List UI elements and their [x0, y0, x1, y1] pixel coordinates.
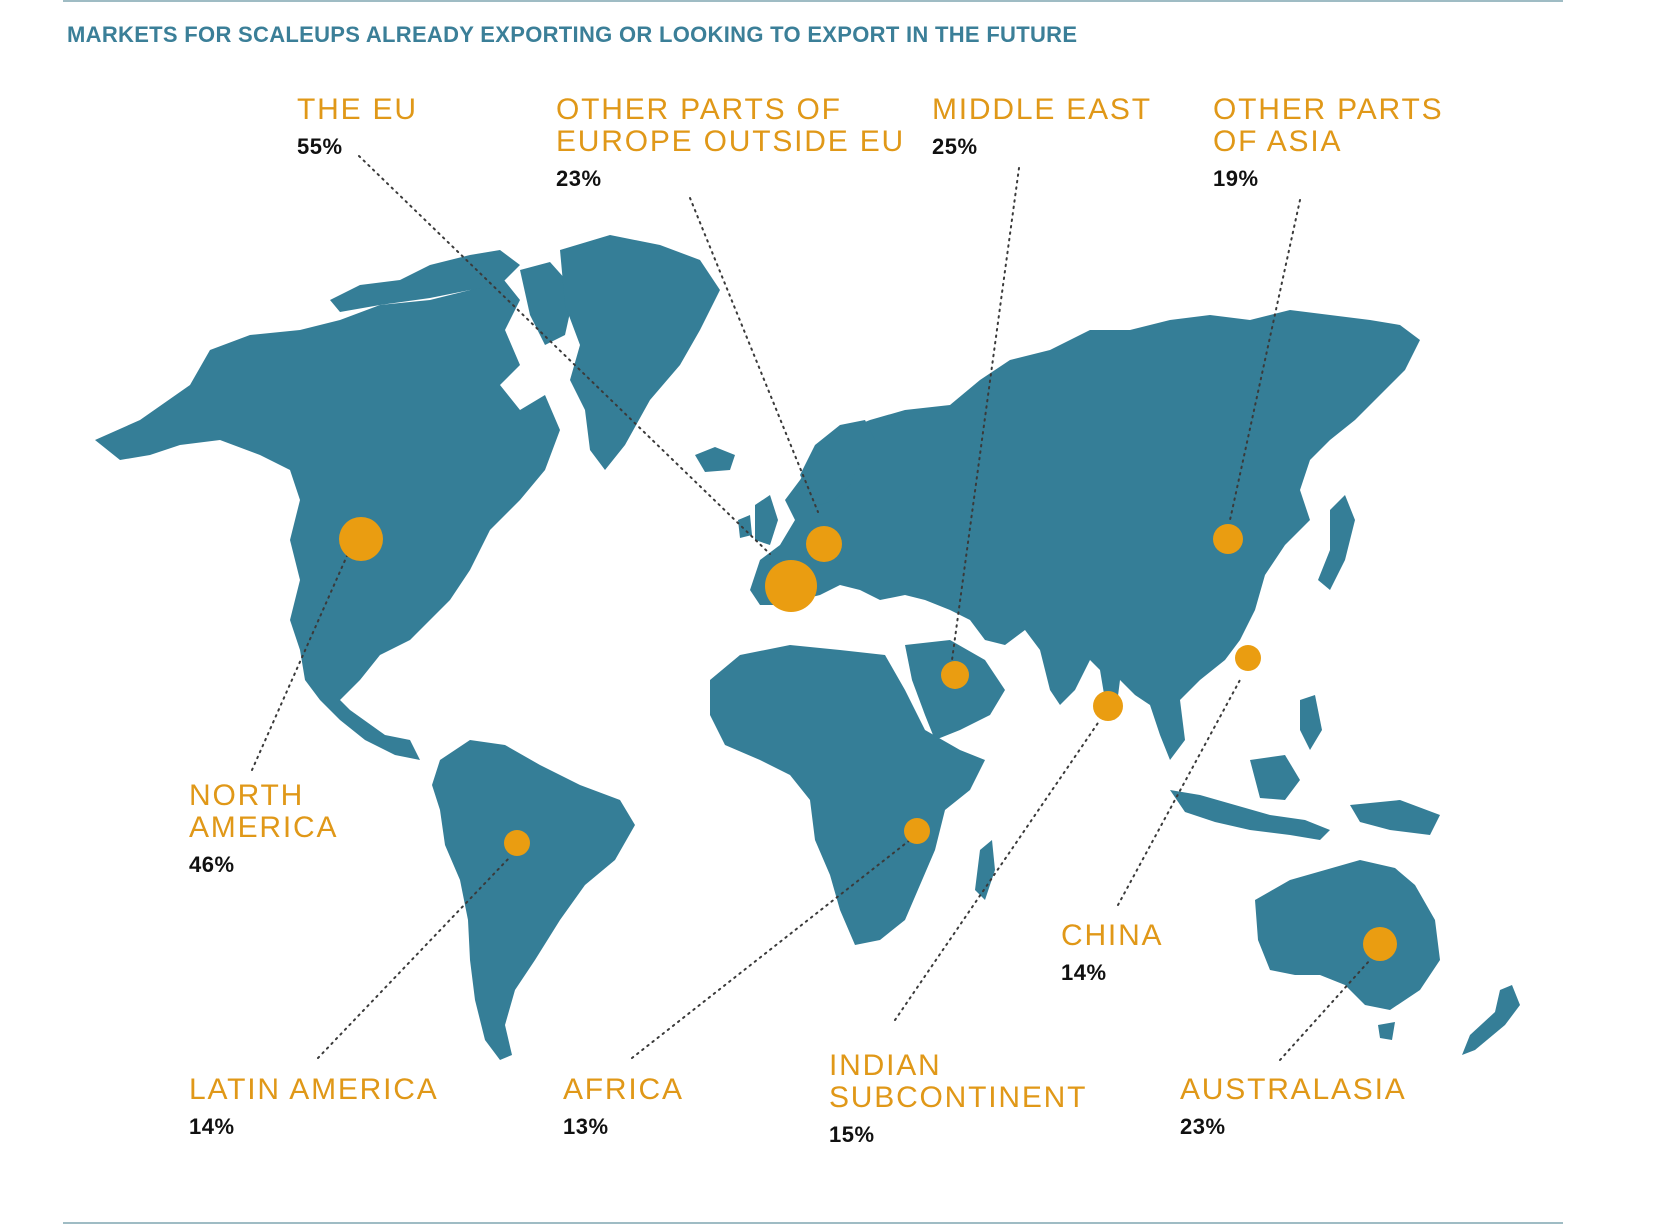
marker-latin-america — [504, 830, 530, 856]
landmass-tasmania — [1378, 1022, 1395, 1040]
label-china: CHINA 14% — [1061, 920, 1163, 986]
leader-other-europe — [689, 197, 819, 513]
marker-china — [1235, 645, 1261, 671]
landmass-baffin — [520, 262, 575, 345]
landmass-ireland — [738, 515, 752, 538]
landmass-british-isles — [755, 495, 778, 545]
label-other-europe-name: OTHER PARTS OF EUROPE OUTSIDE EU — [556, 93, 905, 158]
label-other-europe-value: 23% — [556, 166, 602, 191]
bottom-divider — [63, 1222, 1563, 1224]
page-title: MARKETS FOR SCALEUPS ALREADY EXPORTING O… — [67, 22, 1078, 47]
label-north-america: NORTH AMERICA 46% — [189, 780, 338, 878]
landmass-scandinavia — [800, 420, 875, 505]
leader-africa — [631, 839, 911, 1059]
landmass-eurasia — [750, 310, 1420, 760]
label-africa-name: AFRICA — [563, 1073, 684, 1106]
landmass-japan — [1318, 495, 1355, 590]
marker-middle-east — [941, 661, 969, 689]
label-china-name: CHINA — [1061, 919, 1164, 952]
marker-australasia — [1363, 927, 1397, 961]
leader-middle-east — [951, 167, 1020, 661]
leader-other-asia — [1229, 199, 1301, 521]
label-middle-east: MIDDLE EAST 25% — [932, 94, 1152, 160]
label-eu-value: 55% — [297, 134, 343, 159]
landmass-arabia — [905, 640, 1005, 740]
leader-indian-subcontinent — [894, 719, 1101, 1021]
landmass-greenland — [560, 235, 720, 470]
landmass-madagascar — [975, 840, 995, 900]
label-australasia: AUSTRALASIA 23% — [1180, 1074, 1407, 1140]
label-latin-america-name: LATIN AMERICA — [189, 1073, 439, 1106]
label-australasia-value: 23% — [1180, 1114, 1226, 1139]
landmass-australia — [1255, 860, 1440, 1010]
landmass-borneo — [1250, 755, 1300, 800]
label-australasia-name: AUSTRALASIA — [1180, 1073, 1407, 1106]
label-other-asia-name: OTHER PARTS OF ASIA — [1213, 93, 1444, 158]
label-africa-value: 13% — [563, 1114, 609, 1139]
landmass-indonesia — [1170, 790, 1330, 840]
leader-eu — [358, 155, 771, 555]
top-divider — [63, 0, 1563, 2]
marker-other-asia — [1213, 524, 1243, 554]
label-north-america-value: 46% — [189, 852, 235, 877]
label-other-asia-value: 19% — [1213, 166, 1259, 191]
landmasses — [95, 235, 1520, 1060]
label-other-europe: OTHER PARTS OF EUROPE OUTSIDE EU 23% — [556, 94, 905, 192]
label-indian-subcontinent-value: 15% — [829, 1122, 875, 1147]
landmass-philippines — [1300, 695, 1322, 750]
label-china-value: 14% — [1061, 960, 1107, 985]
label-latin-america: LATIN AMERICA 14% — [189, 1074, 439, 1140]
marker-north-america — [339, 517, 383, 561]
label-latin-america-value: 14% — [189, 1114, 235, 1139]
leader-australasia — [1279, 959, 1371, 1061]
landmass-africa — [710, 645, 985, 945]
leader-latin-america — [317, 856, 511, 1059]
marker-eu — [765, 560, 817, 612]
label-indian-subcontinent: INDIAN SUBCONTINENT 15% — [829, 1050, 1087, 1148]
landmass-new-zealand — [1462, 985, 1520, 1055]
label-eu-name: THE EU — [297, 93, 418, 126]
label-middle-east-value: 25% — [932, 134, 978, 159]
landmass-iceland — [695, 447, 735, 472]
marker-africa — [904, 818, 930, 844]
marker-indian-subcontinent — [1093, 691, 1123, 721]
label-other-asia: OTHER PARTS OF ASIA 19% — [1213, 94, 1443, 192]
label-north-america-name: NORTH AMERICA — [189, 779, 339, 844]
label-middle-east-name: MIDDLE EAST — [932, 93, 1152, 126]
landmass-north-america — [95, 275, 560, 760]
label-eu: THE EU 55% — [297, 94, 418, 160]
label-africa: AFRICA 13% — [563, 1074, 684, 1140]
landmass-south-america — [432, 740, 635, 1060]
leader-north-america — [251, 539, 355, 771]
label-indian-subcontinent-name: INDIAN SUBCONTINENT — [829, 1049, 1088, 1114]
marker-other-europe — [806, 526, 842, 562]
landmass-new-guinea — [1350, 800, 1440, 835]
